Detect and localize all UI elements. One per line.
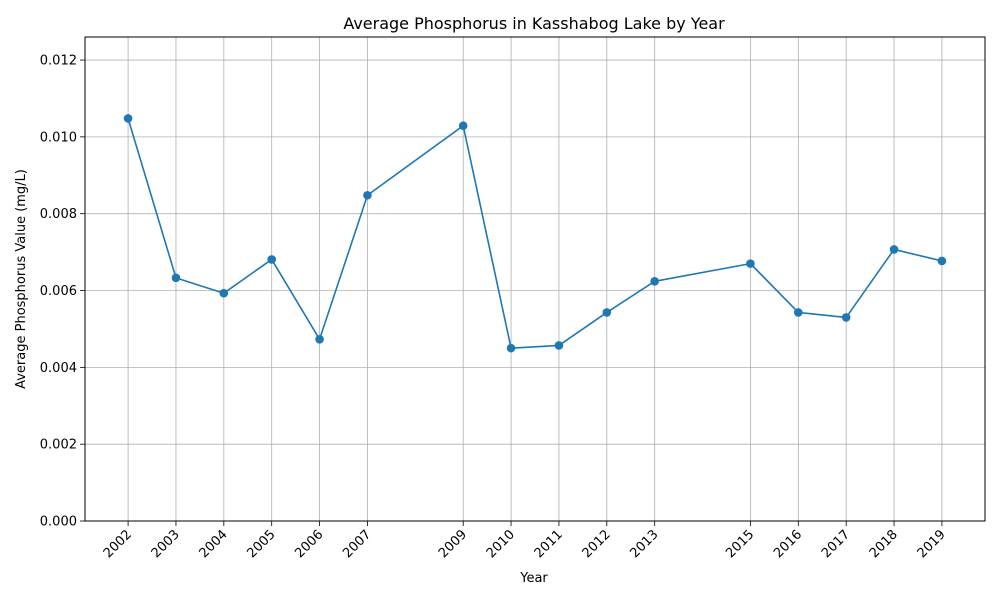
x-tick-label: 2003 [149,527,183,561]
data-point [123,114,133,123]
x-tick-label: 2002 [101,527,135,561]
data-point [363,190,372,200]
data-point [841,313,851,322]
y-tick-label: 0.006 [40,284,77,299]
y-tick-label: 0.002 [40,438,77,453]
data-point [746,259,755,268]
data-point [937,256,947,266]
x-tick-label: 2013 [628,527,662,561]
data-point [171,273,181,283]
x-tick-label: 2011 [532,527,566,561]
chart-title: Average Phosphorus in Kasshabog Lake by … [343,14,725,33]
series-layer [123,114,947,353]
x-tick-label: 2018 [867,527,901,561]
x-tick-label: 2006 [292,527,326,561]
y-axis-label: Average Phosphorus Value (mg/L) [14,169,29,389]
data-point [315,335,324,344]
data-point [889,245,899,254]
x-tick-label: 2007 [340,527,374,561]
data-point [554,341,564,350]
x-tick-label: 2015 [723,527,757,561]
data-point [650,277,659,286]
grid-lines [85,37,985,522]
y-tick-label: 0.010 [40,130,77,145]
x-tick-label: 2016 [771,527,805,561]
y-tick-label: 0.008 [40,207,77,222]
x-tick-label: 2009 [436,527,470,561]
plot-frame [84,36,986,522]
y-tick-label: 0.004 [40,361,77,376]
y-tick-label: 0.012 [40,54,77,69]
x-tick-label: 2012 [580,527,614,561]
x-axis-label: Year [519,571,548,586]
data-point [267,255,277,264]
data-point [458,121,468,131]
x-tick-label: 2010 [484,527,518,561]
x-tick-label: 2004 [197,527,231,561]
data-point [602,308,612,317]
x-tick-label: 2019 [915,527,949,561]
x-tick-label: 2005 [245,527,279,561]
x-tick-label: 2017 [819,527,853,561]
y-tick-label: 0.000 [40,515,77,530]
data-point [506,343,516,353]
axes: 2002 2003 2004 2005 2006 2007 2009 2010 2011 2012… [40,36,986,561]
data-point [793,308,803,317]
data-point [219,288,229,298]
series-line [127,118,943,349]
